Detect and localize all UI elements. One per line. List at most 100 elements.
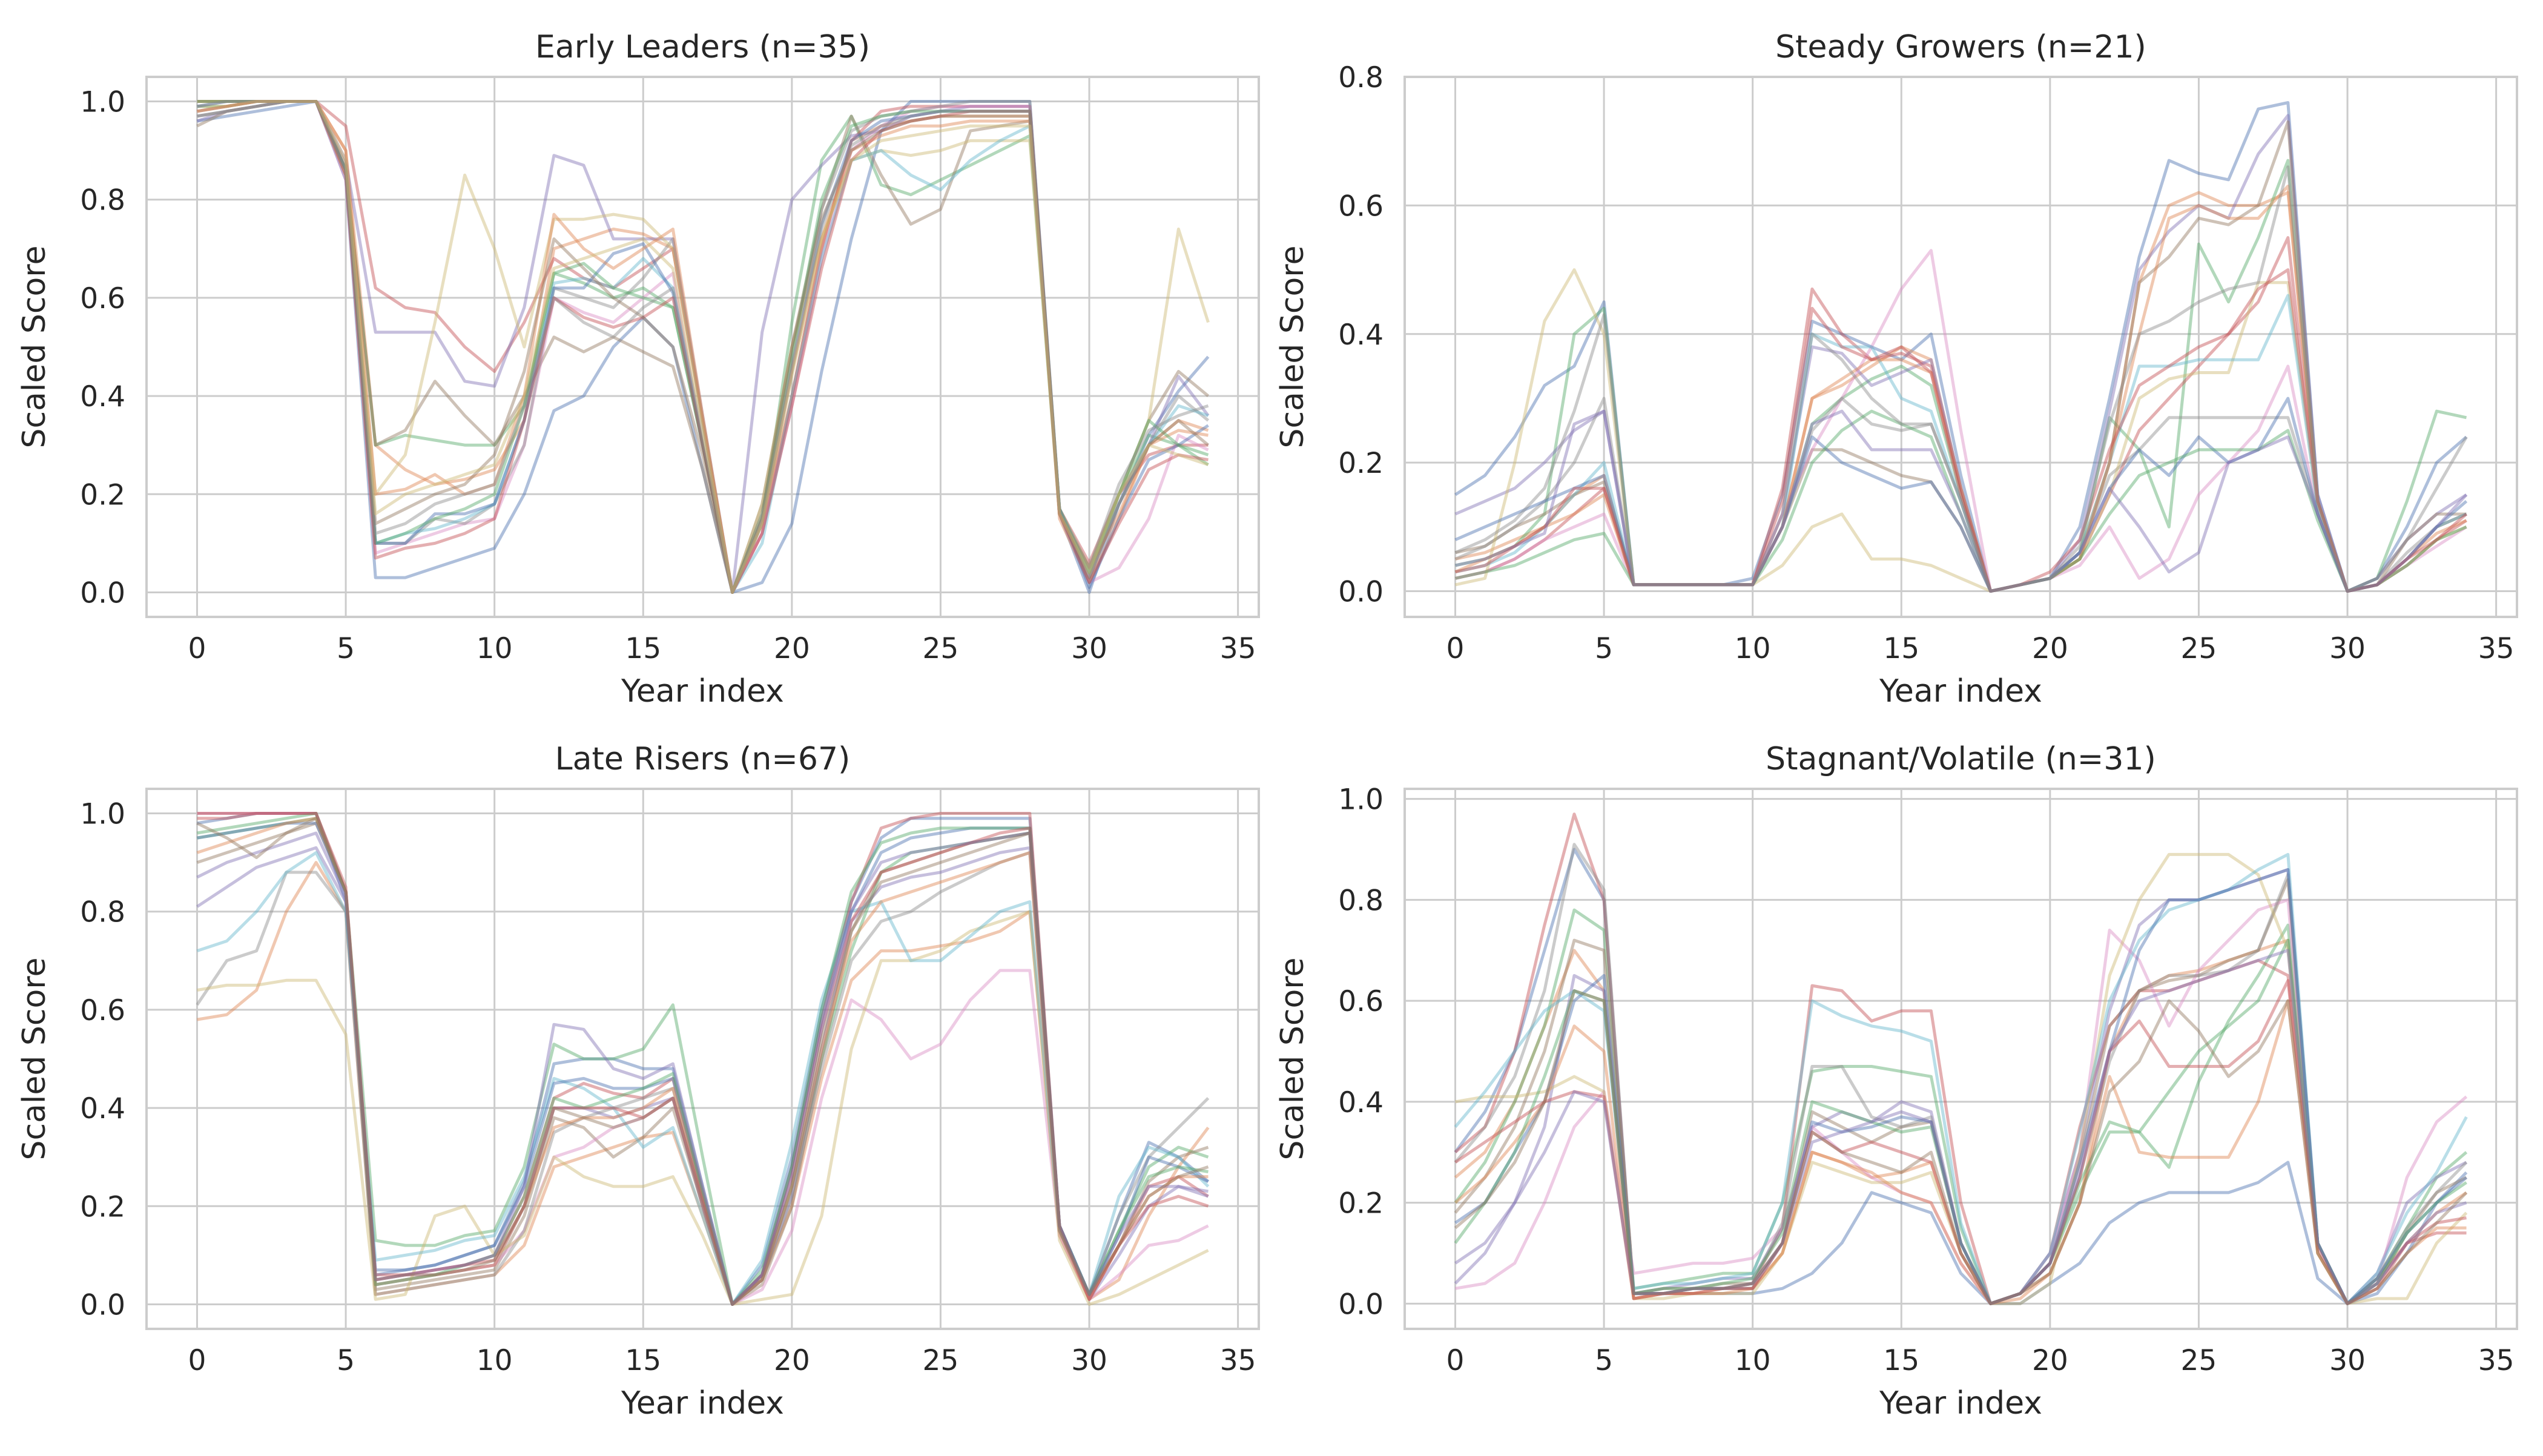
y-tick-label: 1.0 bbox=[1338, 783, 1384, 817]
series-line-4 bbox=[1454, 114, 2467, 593]
series-line-3 bbox=[197, 812, 1209, 1306]
x-tick-label: 35 bbox=[2478, 632, 2515, 665]
plot-frame bbox=[145, 788, 1260, 1330]
panel-title: Early Leaders (n=35) bbox=[535, 29, 870, 65]
series-line-3 bbox=[197, 100, 1209, 594]
panel-title: Steady Growers (n=21) bbox=[1775, 29, 2146, 65]
series-line-14 bbox=[197, 100, 1210, 594]
x-tick-label: 20 bbox=[774, 632, 810, 665]
series-line-6 bbox=[197, 812, 1209, 1306]
y-tick-label: 0.0 bbox=[80, 576, 125, 610]
series-line-5 bbox=[1454, 120, 2467, 593]
series-line-0 bbox=[197, 100, 1210, 594]
x-axis-label: Year index bbox=[1879, 1385, 2042, 1421]
series-line-1 bbox=[197, 100, 1209, 594]
series-line-9 bbox=[197, 100, 1209, 594]
y-tick-label: 0.2 bbox=[1338, 1187, 1384, 1220]
series-line-5 bbox=[196, 100, 1210, 594]
x-tick-label: 20 bbox=[774, 1344, 810, 1377]
grid bbox=[147, 789, 1259, 1329]
series-line-15 bbox=[196, 817, 1209, 1306]
x-tick-label: 0 bbox=[188, 1344, 206, 1377]
y-tick-label: 0.8 bbox=[80, 184, 125, 217]
series-line-11 bbox=[196, 817, 1209, 1306]
panel-title: Late Risers (n=67) bbox=[555, 741, 851, 777]
y-tick-label: 0.8 bbox=[1338, 61, 1384, 94]
y-tick-label: 0.8 bbox=[1338, 884, 1384, 917]
x-axis-label: Year index bbox=[621, 673, 784, 710]
series-group bbox=[196, 100, 1210, 594]
series-line-1 bbox=[1454, 191, 2467, 593]
plot-frame bbox=[145, 76, 1260, 618]
x-tick-label: 20 bbox=[2032, 632, 2068, 665]
series-line-15 bbox=[1454, 165, 2468, 593]
y-axis-label: Scaled Score bbox=[16, 957, 53, 1160]
series-line-13 bbox=[1454, 268, 2468, 593]
series-line-12 bbox=[197, 812, 1209, 1306]
series-line-7 bbox=[1454, 397, 2467, 593]
series-line-10 bbox=[197, 822, 1209, 1306]
series-line-8 bbox=[1454, 268, 2467, 593]
y-axis-label: Scaled Score bbox=[16, 245, 53, 448]
y-tick-label: 0.2 bbox=[80, 1190, 125, 1224]
x-axis-label: Year index bbox=[1879, 673, 2042, 710]
y-tick-label: 0.0 bbox=[1338, 576, 1384, 609]
series-line-2 bbox=[1454, 908, 2468, 1305]
series-line-14 bbox=[1454, 409, 2468, 593]
x-tick-label: 15 bbox=[1883, 632, 1919, 665]
y-tick-label: 0.6 bbox=[1338, 985, 1384, 1018]
series-line-7 bbox=[197, 100, 1210, 594]
series-line-1 bbox=[1454, 938, 2467, 1305]
x-tick-label: 30 bbox=[1071, 1344, 1107, 1377]
x-tick-label: 0 bbox=[1446, 632, 1465, 665]
series-line-9 bbox=[1454, 852, 2468, 1305]
series-line-14 bbox=[1454, 949, 2467, 1305]
x-tick-label: 10 bbox=[1735, 1344, 1771, 1377]
series-line-11 bbox=[1454, 999, 2467, 1305]
y-tick-label: 0.4 bbox=[80, 380, 125, 413]
plot-frame bbox=[1403, 76, 2518, 618]
x-tick-label: 15 bbox=[625, 632, 661, 665]
series-line-6 bbox=[197, 100, 1209, 594]
grid bbox=[1405, 789, 2517, 1329]
series-line-9 bbox=[1454, 294, 2467, 593]
series-line-16 bbox=[197, 100, 1209, 594]
y-tick-label: 0.6 bbox=[80, 994, 125, 1027]
series-line-12 bbox=[1454, 938, 2467, 1305]
series-group bbox=[1454, 101, 2468, 593]
x-tick-label: 5 bbox=[1595, 1344, 1613, 1377]
panel-title: Stagnant/Volatile (n=31) bbox=[1766, 741, 2156, 777]
series-line-13 bbox=[197, 100, 1209, 594]
y-tick-label: 1.0 bbox=[80, 86, 125, 119]
series-line-1 bbox=[197, 861, 1210, 1306]
series-line-5 bbox=[1454, 878, 2467, 1305]
series-line-8 bbox=[197, 910, 1209, 1306]
series-line-14 bbox=[196, 831, 1209, 1306]
y-tick-label: 0.0 bbox=[1338, 1288, 1384, 1321]
x-tick-label: 25 bbox=[2181, 1344, 2217, 1377]
series-line-6 bbox=[1454, 249, 2467, 593]
x-tick-label: 10 bbox=[1735, 632, 1771, 665]
series-line-13 bbox=[1454, 979, 2467, 1305]
x-tick-label: 35 bbox=[2478, 1344, 2515, 1377]
series-line-8 bbox=[197, 100, 1210, 594]
y-tick-label: 1.0 bbox=[80, 798, 125, 831]
x-tick-label: 30 bbox=[1071, 632, 1107, 665]
series-line-5 bbox=[196, 822, 1209, 1306]
series-line-7 bbox=[1454, 843, 2468, 1305]
x-tick-label: 25 bbox=[923, 1344, 959, 1377]
x-tick-label: 25 bbox=[923, 632, 959, 665]
x-axis-label: Year index bbox=[621, 1385, 784, 1421]
grid bbox=[1405, 76, 2517, 617]
y-tick-label: 0.8 bbox=[80, 896, 125, 929]
x-tick-label: 0 bbox=[188, 632, 206, 665]
x-tick-label: 30 bbox=[2329, 1344, 2366, 1377]
series-line-4 bbox=[1454, 868, 2467, 1305]
panel-1: 0 5 10 15 20 25 30 35 0.0 0.2 0.4 0.6 0.8 Steady Grow… bbox=[1275, 29, 2518, 710]
series-line-7 bbox=[196, 851, 1210, 1306]
series-line-10 bbox=[1454, 397, 2468, 593]
y-axis-label: Scaled Score bbox=[1275, 245, 1311, 448]
series-line-11 bbox=[1454, 185, 2467, 593]
